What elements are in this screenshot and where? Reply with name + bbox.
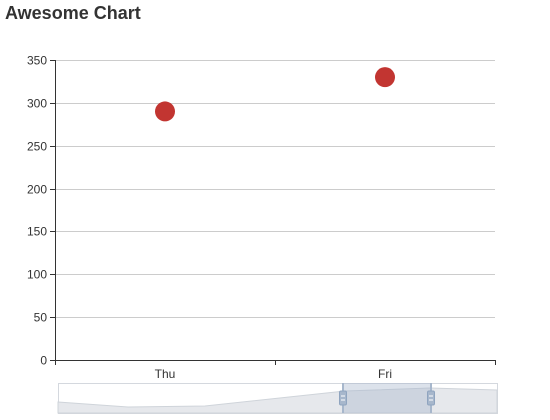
x-tick-label: Fri xyxy=(378,367,392,381)
scatter-point[interactable] xyxy=(155,101,175,122)
y-tick-label: 100 xyxy=(27,268,47,282)
y-tick-label: 200 xyxy=(27,183,47,197)
y-tick-label: 300 xyxy=(27,97,47,111)
x-tick-label: Thu xyxy=(155,367,176,381)
axes: 0 50 100 150 200 250 300 350 Thu Fri xyxy=(27,54,496,381)
y-tick-label: 350 xyxy=(27,54,47,68)
chart-title: Awesome Chart xyxy=(5,3,141,23)
y-tick-label: 150 xyxy=(27,225,47,239)
data-zoom-slider[interactable] xyxy=(57,383,498,414)
scatter-point[interactable] xyxy=(375,67,395,88)
zoom-handle-grip[interactable] xyxy=(427,390,435,406)
data-points xyxy=(155,67,395,122)
grid-lines xyxy=(55,60,495,318)
zoom-handle-grip[interactable] xyxy=(339,390,347,406)
y-tick-label: 0 xyxy=(40,354,47,368)
zoom-selection[interactable] xyxy=(343,383,431,413)
y-tick-label: 250 xyxy=(27,140,47,154)
y-tick-label: 50 xyxy=(34,311,48,325)
